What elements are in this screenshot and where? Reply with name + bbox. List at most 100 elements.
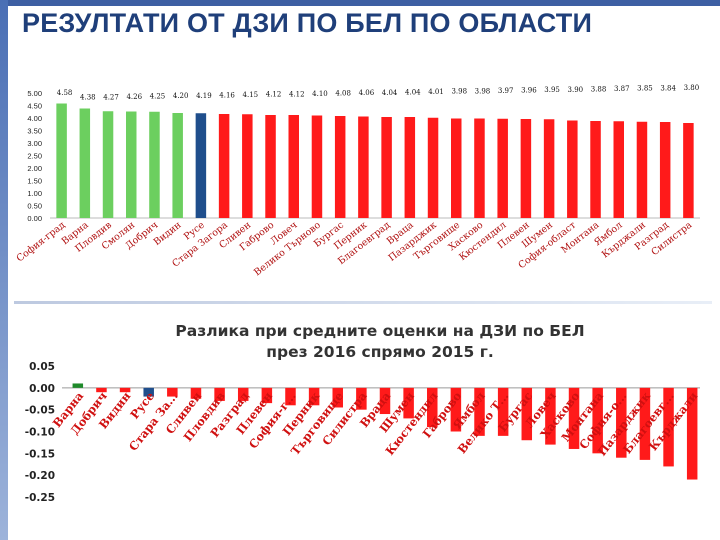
y-tick-label: -0.15 xyxy=(25,448,55,460)
bar-9 xyxy=(285,387,296,406)
category-label: Велико Т... xyxy=(455,389,512,456)
category-label: Кюстендил xyxy=(383,389,441,458)
category-label: Габрово xyxy=(420,389,465,441)
category-label: Перник xyxy=(280,389,323,439)
data-label: 4.12 xyxy=(266,91,282,99)
bar-14 xyxy=(381,117,392,218)
bar-11 xyxy=(311,115,323,218)
data-label: 4.20 xyxy=(173,92,189,100)
bar-21 xyxy=(543,119,555,218)
y-tick-label: 1.50 xyxy=(27,177,42,186)
bar-12 xyxy=(356,387,367,410)
bar-6 xyxy=(214,387,225,401)
data-label: 4.01 xyxy=(428,88,444,96)
data-label: 3.98 xyxy=(475,87,491,95)
category-label: Пазарджик xyxy=(595,389,654,459)
bar-2 xyxy=(119,387,131,393)
data-label: 4.08 xyxy=(335,90,351,98)
data-label: 4.19 xyxy=(196,92,212,100)
category-label: Пловдив xyxy=(181,389,228,444)
bar-27 xyxy=(683,123,694,218)
data-label: 4.26 xyxy=(126,93,142,101)
y-tick-label: 0.50 xyxy=(27,202,42,211)
y-tick-label: 4.50 xyxy=(27,102,42,111)
bar-22 xyxy=(592,387,603,454)
bar-18 xyxy=(474,118,485,218)
category-label: Варна xyxy=(50,389,87,430)
category-label: Силистра xyxy=(319,389,370,448)
y-tick-label: -0.05 xyxy=(25,405,55,417)
bar-11 xyxy=(332,387,343,408)
bar-10 xyxy=(308,387,320,406)
chart2-title-line1: Разлика при средните оценки на ДЗИ по БЕ… xyxy=(175,322,585,340)
data-label: 4.12 xyxy=(289,90,305,98)
bar-9 xyxy=(265,115,276,218)
data-label: 3.96 xyxy=(521,87,537,95)
bar-22 xyxy=(567,120,578,218)
y-tick-label: 5.00 xyxy=(27,89,42,98)
chart2-title-line2: през 2016 спрямо 2015 г. xyxy=(266,343,494,361)
category-label: Благоевг... xyxy=(620,389,677,456)
y-tick-label: 2.50 xyxy=(27,152,42,161)
y-tick-label: -0.25 xyxy=(25,492,55,504)
data-label: 3.84 xyxy=(660,84,676,92)
data-label: 4.06 xyxy=(359,89,375,97)
bar-3 xyxy=(126,111,137,218)
data-label: 3.97 xyxy=(498,87,514,95)
y-tick-label: 0.00 xyxy=(29,383,55,395)
bar-0 xyxy=(56,103,67,218)
y-tick-label: 0.00 xyxy=(27,214,42,223)
bar-24 xyxy=(613,121,624,218)
data-label: 4.25 xyxy=(150,93,166,101)
category-label: Русе xyxy=(127,389,157,422)
bar-26 xyxy=(659,122,671,218)
bar-6 xyxy=(195,113,207,218)
chart-average-grades-by-region: 5.00 4.50 4.00 3.50 3.00 2.50 2.00 1.50 1.00 0.50… xyxy=(15,84,700,278)
data-label: 3.88 xyxy=(591,85,607,93)
bar-1 xyxy=(96,387,107,393)
y-tick-label: -0.20 xyxy=(25,470,55,482)
bar-21 xyxy=(568,387,580,449)
y-tick-label: 4.00 xyxy=(27,114,42,123)
bar-26 xyxy=(686,387,698,480)
category-label: Стара За... xyxy=(126,389,181,454)
bar-25 xyxy=(663,387,674,467)
category-label: Враца xyxy=(357,389,394,430)
section-divider xyxy=(14,301,712,304)
bar-4 xyxy=(167,387,178,397)
bar-3 xyxy=(143,387,154,397)
bar-18 xyxy=(497,387,509,436)
bar-20 xyxy=(520,119,532,218)
data-label: 4.27 xyxy=(103,93,119,101)
bar-14 xyxy=(403,387,414,419)
bar-8 xyxy=(242,114,253,218)
data-label: 3.80 xyxy=(684,84,700,92)
bar-15 xyxy=(427,387,438,428)
category-label: Кърджали xyxy=(646,389,701,454)
data-label: 3.90 xyxy=(568,86,584,94)
bar-12 xyxy=(334,116,346,218)
bar-2 xyxy=(102,111,114,218)
bar-25 xyxy=(636,121,648,218)
category-label: Плевен xyxy=(233,389,275,437)
page-title: РЕЗУЛТАТИ ОТ ДЗИ ПО БЕЛ ПО ОБЛАСТИ xyxy=(22,8,593,38)
category-label: Бургас xyxy=(495,389,535,434)
category-label: София-о... xyxy=(576,389,629,452)
y-tick-label: 1.00 xyxy=(27,189,42,198)
y-tick-label: 3.00 xyxy=(27,139,42,148)
category-label: Ловеч xyxy=(522,389,559,431)
category-label: Хасково xyxy=(537,389,582,441)
bar-20 xyxy=(545,387,556,445)
category-label: Разград xyxy=(208,389,252,440)
bar-23 xyxy=(590,121,601,218)
y-tick-label: 3.50 xyxy=(27,127,42,136)
bar-24 xyxy=(639,387,651,460)
bar-17 xyxy=(474,387,485,436)
bar-13 xyxy=(358,116,369,218)
top-accent-line xyxy=(0,0,720,6)
y-tick-label: -0.10 xyxy=(25,427,55,439)
category-label: Сливен xyxy=(163,389,205,437)
category-label: Шумен xyxy=(377,389,418,436)
bar-16 xyxy=(427,117,439,218)
category-label: Добрич xyxy=(68,389,111,438)
